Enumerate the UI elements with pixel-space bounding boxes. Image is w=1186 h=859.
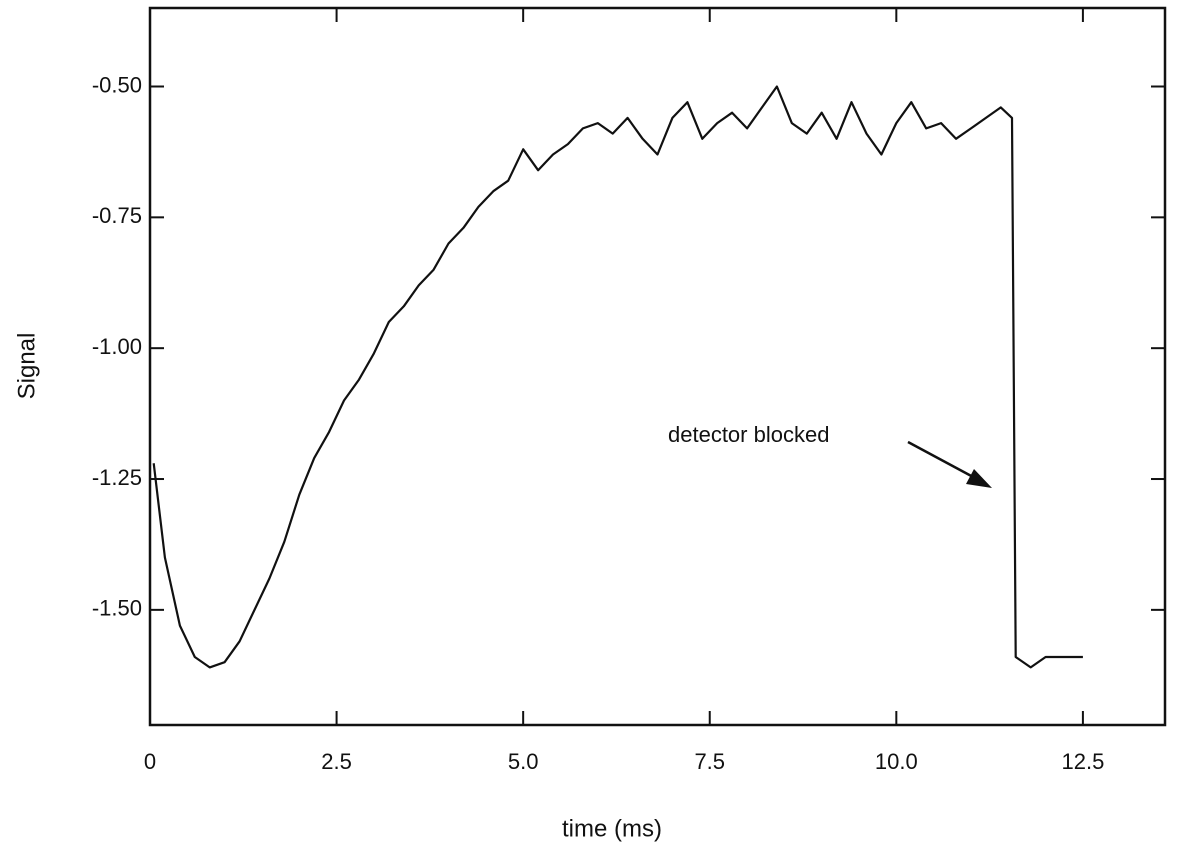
y-axis-title: Signal <box>13 333 40 400</box>
x-tick-label: 0 <box>144 749 156 774</box>
y-tick-label: -0.75 <box>92 203 142 228</box>
plot-frame <box>148 6 1167 727</box>
y-tick-label: -0.50 <box>92 72 142 97</box>
y-tick-label: -1.50 <box>92 596 142 621</box>
x-tick-label: 2.5 <box>321 749 352 774</box>
x-axis-title: time (ms) <box>562 815 662 842</box>
y-tick-label: -1.00 <box>92 334 142 359</box>
x-tick-label: 7.5 <box>694 749 725 774</box>
data-line <box>152 85 1083 669</box>
annotation-arrow <box>907 440 976 480</box>
x-tick-label: 12.5 <box>1061 749 1104 774</box>
annotation-arrowhead <box>966 469 992 488</box>
x-tick-label: 5.0 <box>508 749 539 774</box>
annotation: detector blocked <box>668 422 829 447</box>
y-tick-label: -1.25 <box>92 465 142 490</box>
x-tick-label: 10.0 <box>875 749 918 774</box>
